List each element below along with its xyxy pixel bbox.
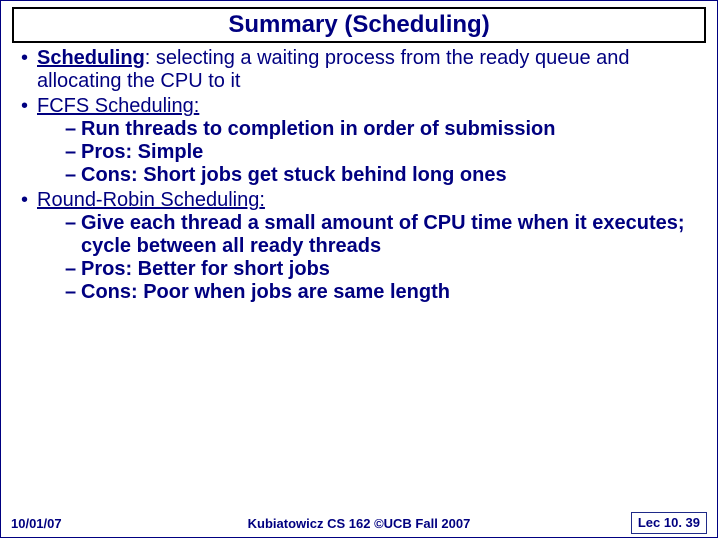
bullet-rr: Round-Robin Scheduling: Give each thread… xyxy=(19,189,703,304)
footer-center: Kubiatowicz CS 162 ©UCB Fall 2007 xyxy=(248,516,471,531)
term-rr: Round-Robin Scheduling xyxy=(37,189,259,211)
content-area: Scheduling: selecting a waiting process … xyxy=(1,47,717,304)
rr-sub2: Pros: Better for short jobs xyxy=(65,258,703,281)
bullet-scheduling: Scheduling: selecting a waiting process … xyxy=(19,47,703,93)
term-fcfs: FCFS Scheduling xyxy=(37,95,194,117)
fcfs-sub2: Pros: Simple xyxy=(65,141,703,164)
colon-fcfs: : xyxy=(194,95,200,117)
sublist-fcfs: Run threads to completion in order of su… xyxy=(37,118,703,187)
footer-page: Lec 10. 39 xyxy=(631,512,707,534)
fcfs-sub3: Cons: Short jobs get stuck behind long o… xyxy=(65,164,703,187)
term-scheduling: Scheduling xyxy=(37,47,145,69)
slide-title: Summary (Scheduling) xyxy=(12,7,706,43)
fcfs-sub1: Run threads to completion in order of su… xyxy=(65,118,703,141)
slide: Summary (Scheduling) Scheduling: selecti… xyxy=(0,0,718,538)
footer-date: 10/01/07 xyxy=(11,516,62,531)
rr-sub3: Cons: Poor when jobs are same length xyxy=(65,281,703,304)
colon-rr: : xyxy=(259,189,265,211)
bullet-list: Scheduling: selecting a waiting process … xyxy=(15,47,703,304)
sublist-rr: Give each thread a small amount of CPU t… xyxy=(37,212,703,304)
rr-sub1: Give each thread a small amount of CPU t… xyxy=(65,212,703,258)
bullet-fcfs: FCFS Scheduling: Run threads to completi… xyxy=(19,95,703,187)
